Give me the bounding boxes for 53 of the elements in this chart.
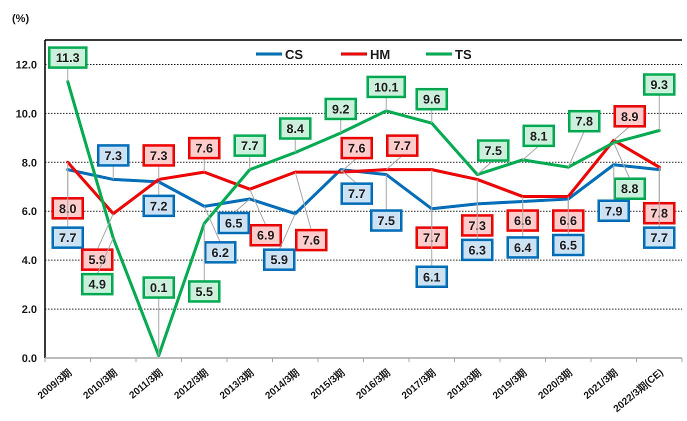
data-label: 7.9 [605,204,622,218]
data-label: 7.2 [150,199,168,214]
y-tick-label: 2.0 [22,304,37,316]
data-label: 7.3 [104,148,122,163]
data-label: 7.6 [302,234,320,248]
data-label: 7.3 [150,148,168,163]
data-label: 7.6 [348,142,366,156]
data-label: 7.7 [394,139,411,154]
data-label: 6.9 [257,228,274,243]
data-label: 6.6 [560,214,577,228]
data-label: 6.2 [212,246,229,260]
data-label: 6.3 [468,243,486,258]
y-tick-label: 8.0 [22,157,37,170]
data-label: 7.7 [59,231,76,246]
y-tick-label: 0.0 [22,353,37,365]
data-label: 8.8 [621,182,638,196]
data-label: 7.3 [468,218,486,233]
data-label: 6.6 [514,214,532,228]
data-label: 7.8 [650,206,668,221]
data-label: 0.1 [150,281,168,296]
data-label: 6.5 [560,238,577,252]
y-axis-title: (%) [12,13,30,25]
data-label: 9.3 [650,78,668,92]
data-label: 7.7 [241,139,258,154]
legend-label: HM [370,47,390,62]
data-label: 8.0 [59,202,76,216]
y-tick-label: 10.0 [16,108,37,120]
data-label: 4.9 [88,278,106,292]
data-label: 7.7 [650,231,668,246]
data-label: 7.7 [348,187,366,202]
data-label: 7.5 [484,144,502,158]
legend-label: TS [455,47,472,62]
data-label: 10.1 [374,80,398,94]
data-label: 11.3 [56,51,80,66]
data-label: 6.4 [514,240,532,255]
data-label: 8.1 [530,129,548,144]
data-label: 6.1 [423,270,440,284]
data-label: 7.7 [423,231,440,246]
data-label: 8.4 [286,122,304,136]
data-label: 7.5 [378,214,395,228]
data-label: 5.9 [88,253,106,268]
data-label: 5.9 [270,253,288,268]
legend-label: CS [285,47,304,62]
y-tick-label: 4.0 [22,255,37,268]
data-label: 7.8 [576,114,593,129]
y-tick-label: 12.0 [16,59,37,72]
y-tick-label: 6.0 [22,206,37,218]
data-label: 6.5 [225,216,242,230]
data-label: 7.6 [196,142,213,156]
data-label: 9.6 [423,92,440,107]
data-label: 8.9 [621,110,638,124]
data-label: 5.5 [196,284,213,299]
data-label: 9.2 [332,102,350,116]
